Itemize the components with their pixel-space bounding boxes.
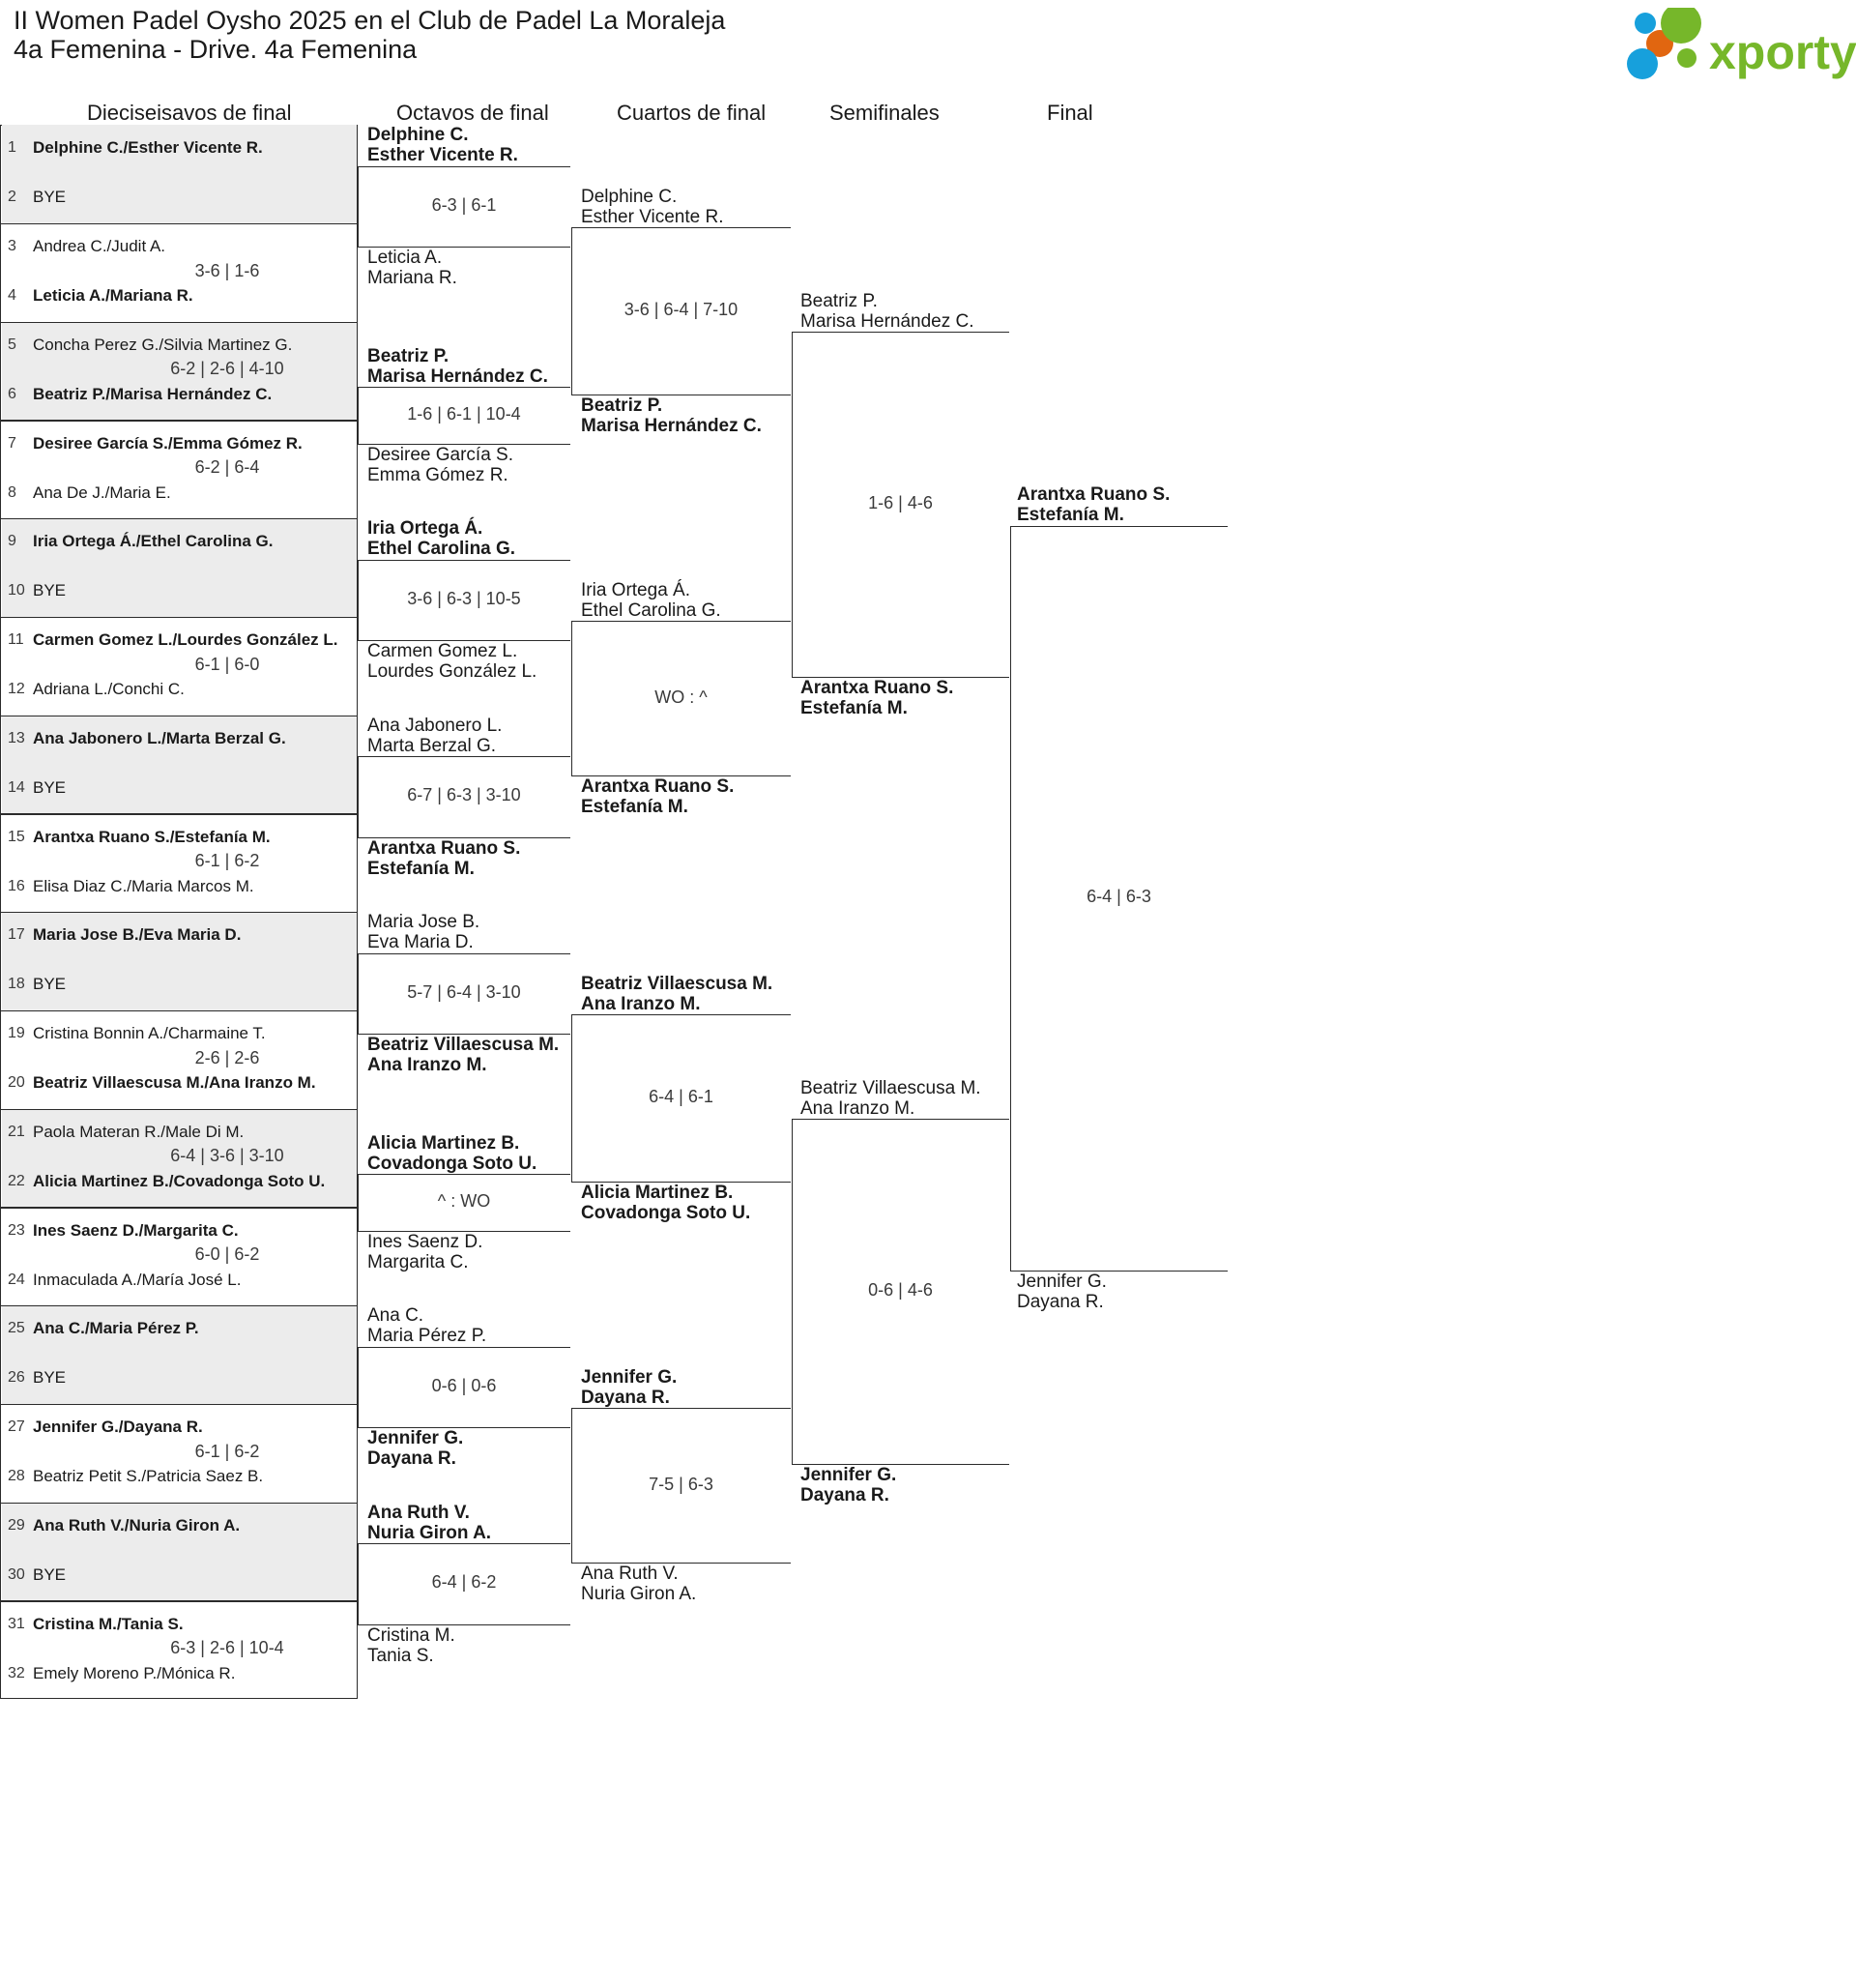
svg-text:xporty: xporty (1709, 25, 1856, 79)
